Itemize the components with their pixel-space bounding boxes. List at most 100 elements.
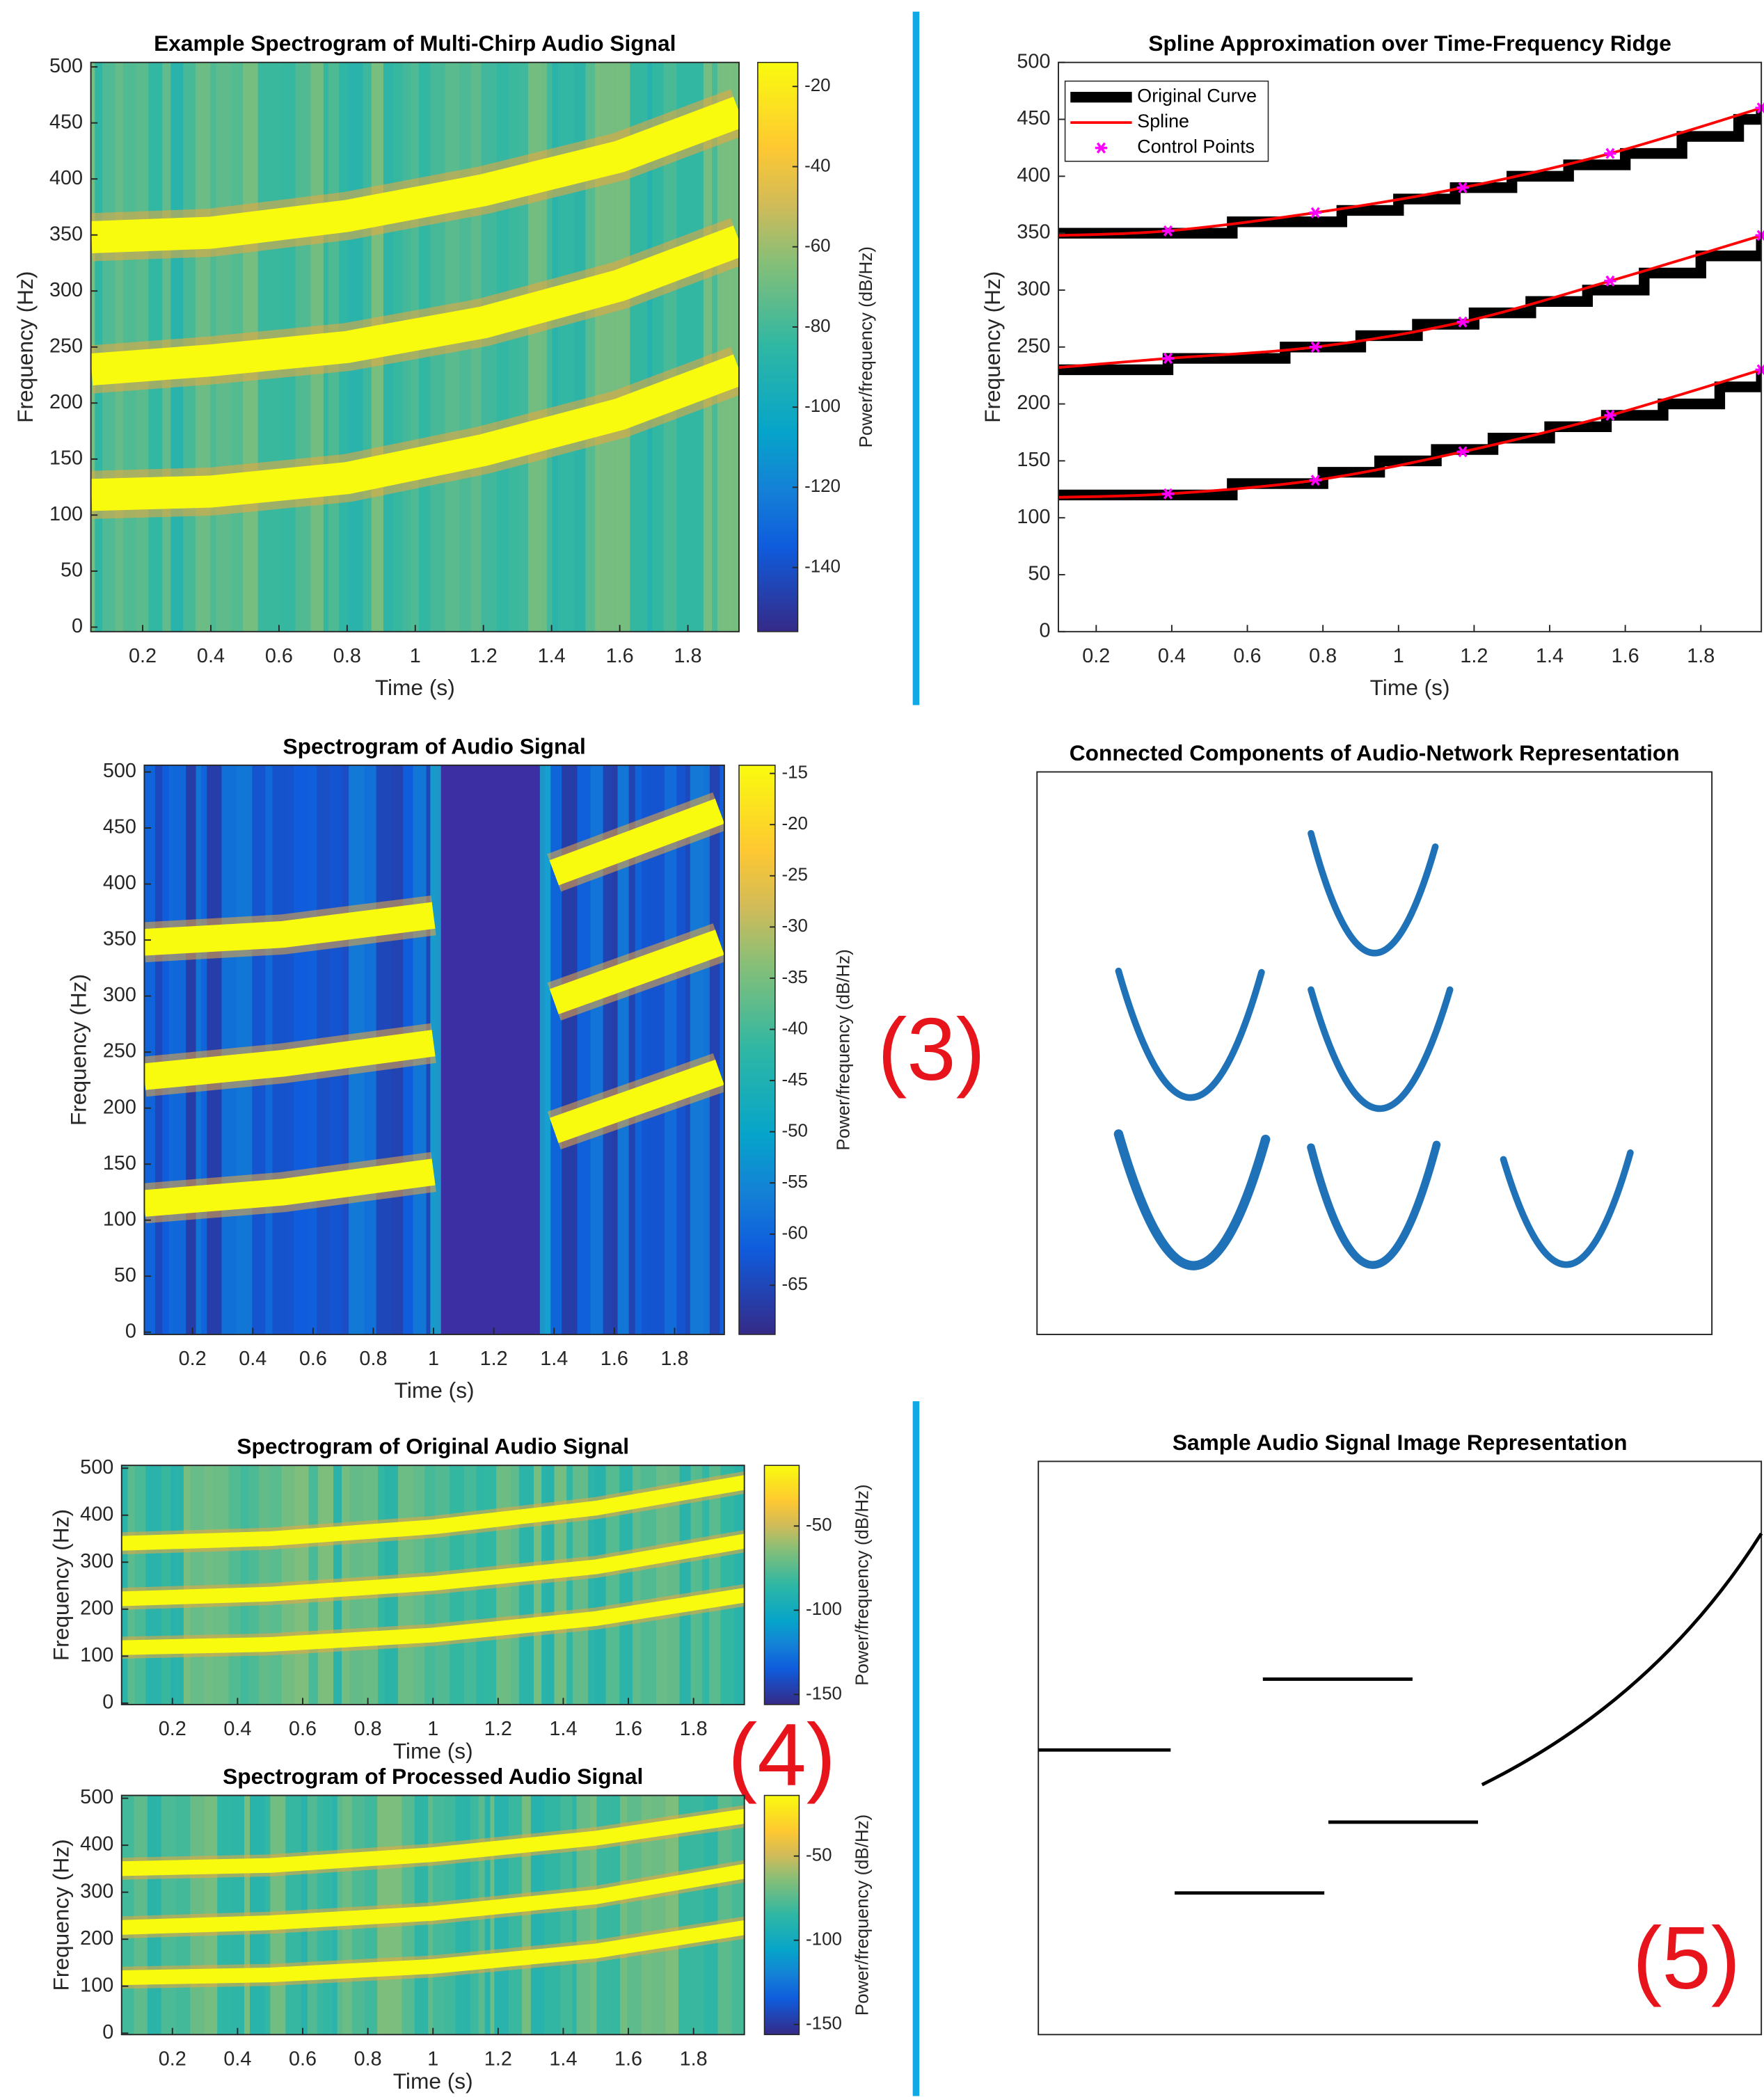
x-tick-label: 0.2 xyxy=(159,2048,186,2070)
texture xyxy=(615,62,630,632)
y-tick-label: 200 xyxy=(1017,392,1050,414)
texture xyxy=(170,1465,175,1705)
texture xyxy=(545,1465,555,1705)
texture xyxy=(704,765,710,1334)
colorbar-tick-label: -120 xyxy=(804,477,841,496)
control-point xyxy=(1309,475,1321,486)
colorbar xyxy=(763,1794,800,2036)
y-tick-label: 250 xyxy=(49,335,83,357)
texture xyxy=(633,1465,641,1705)
texture xyxy=(733,62,738,632)
x-tick-label: 1.8 xyxy=(680,2048,708,2070)
x-tick-label: 1.6 xyxy=(601,1348,628,1370)
colorbar-tick-label: -15 xyxy=(781,763,807,782)
y-tick-label: 450 xyxy=(1017,107,1050,129)
texture xyxy=(589,1795,597,2035)
texture xyxy=(547,62,553,632)
texture xyxy=(577,765,591,1334)
plot-area xyxy=(121,1795,745,2035)
control-point xyxy=(1309,207,1321,218)
plot-area xyxy=(90,62,740,632)
x-tick-label: 1 xyxy=(427,2048,438,2070)
texture xyxy=(731,1795,745,2035)
texture xyxy=(520,62,529,632)
component xyxy=(1308,830,1439,957)
texture xyxy=(607,765,613,1334)
x-tick-label: 1.8 xyxy=(680,1718,708,1740)
chart-title: Example Spectrogram of Multi-Chirp Audio… xyxy=(154,31,676,56)
colorbar-tick-label: -50 xyxy=(781,1121,807,1140)
y-tick-label: 100 xyxy=(80,1644,113,1666)
texture xyxy=(667,1465,680,1705)
ridge xyxy=(144,798,724,956)
y-tick-label: 50 xyxy=(1028,563,1050,585)
texture xyxy=(690,1795,704,2035)
control-point xyxy=(1604,409,1616,421)
ridge xyxy=(144,1060,724,1217)
legend-entry: Control Points xyxy=(1137,136,1255,157)
y-tick-label: 450 xyxy=(49,111,83,133)
texture xyxy=(572,1465,589,1705)
component xyxy=(1307,1140,1441,1269)
texture xyxy=(610,1795,620,2035)
texture xyxy=(701,1465,709,1705)
x-tick-label: 1.6 xyxy=(1612,645,1639,667)
texture xyxy=(585,62,596,632)
texture xyxy=(652,62,664,632)
texture xyxy=(665,1795,679,2035)
colorbar-tick-label: -50 xyxy=(806,1846,832,1865)
y-tick-label: 0 xyxy=(72,615,83,637)
texture xyxy=(690,1465,696,1705)
x-tick-label: 0.4 xyxy=(197,645,225,667)
x-tick-label: 0.2 xyxy=(159,1718,186,1740)
colorbar-tick-label: -40 xyxy=(804,156,830,175)
texture xyxy=(528,62,542,632)
texture xyxy=(601,62,616,632)
colorbar-tick-label: -60 xyxy=(781,1224,807,1243)
y-axis-label: Frequency (Hz) xyxy=(980,271,1005,423)
texture xyxy=(134,1465,146,1705)
texture xyxy=(544,1795,561,2035)
x-tick-label: 0.4 xyxy=(1158,645,1186,667)
texture xyxy=(619,1465,633,1705)
x-tick-label: 1 xyxy=(410,645,421,667)
y-tick-label: 150 xyxy=(1017,449,1050,471)
y-tick-label: 0 xyxy=(125,1320,136,1342)
x-tick-label: 0.2 xyxy=(1082,645,1110,667)
x-tick-label: 1.8 xyxy=(1687,645,1715,667)
stroke xyxy=(1481,1532,1763,1787)
control-point xyxy=(1604,147,1616,159)
texture xyxy=(679,1465,691,1705)
texture xyxy=(617,765,629,1334)
ridge xyxy=(121,1863,745,1935)
control-point xyxy=(1456,316,1469,328)
colorbar-tick-label: -100 xyxy=(804,397,841,416)
ridge xyxy=(90,96,740,253)
texture xyxy=(619,1795,628,2035)
texture xyxy=(566,1465,573,1705)
ridge xyxy=(90,354,740,511)
texture xyxy=(678,1795,691,2035)
y-axis-label: Frequency (Hz) xyxy=(49,1509,74,1661)
panel-label: (4) xyxy=(728,1705,836,1804)
x-tick-label: 1.4 xyxy=(549,2048,577,2070)
x-tick-label: 1.2 xyxy=(484,1718,512,1740)
texture xyxy=(635,765,642,1334)
texture xyxy=(690,765,704,1334)
ridge xyxy=(121,1588,745,1655)
y-tick-label: 400 xyxy=(80,1503,113,1525)
y-tick-label: 150 xyxy=(49,447,83,469)
texture xyxy=(605,1465,620,1705)
x-tick-label: 0.8 xyxy=(333,645,361,667)
separator xyxy=(912,1401,920,2096)
y-tick-label: 350 xyxy=(1017,221,1050,244)
texture xyxy=(703,1795,718,2035)
y-tick-label: 500 xyxy=(80,1786,113,1808)
y-tick-label: 50 xyxy=(114,1264,136,1286)
colorbar-label: Power/frequency (dB/Hz) xyxy=(857,246,876,447)
legend-entry: Spline xyxy=(1137,111,1189,131)
x-tick-label: 1.2 xyxy=(480,1348,508,1370)
texture xyxy=(554,1465,567,1705)
